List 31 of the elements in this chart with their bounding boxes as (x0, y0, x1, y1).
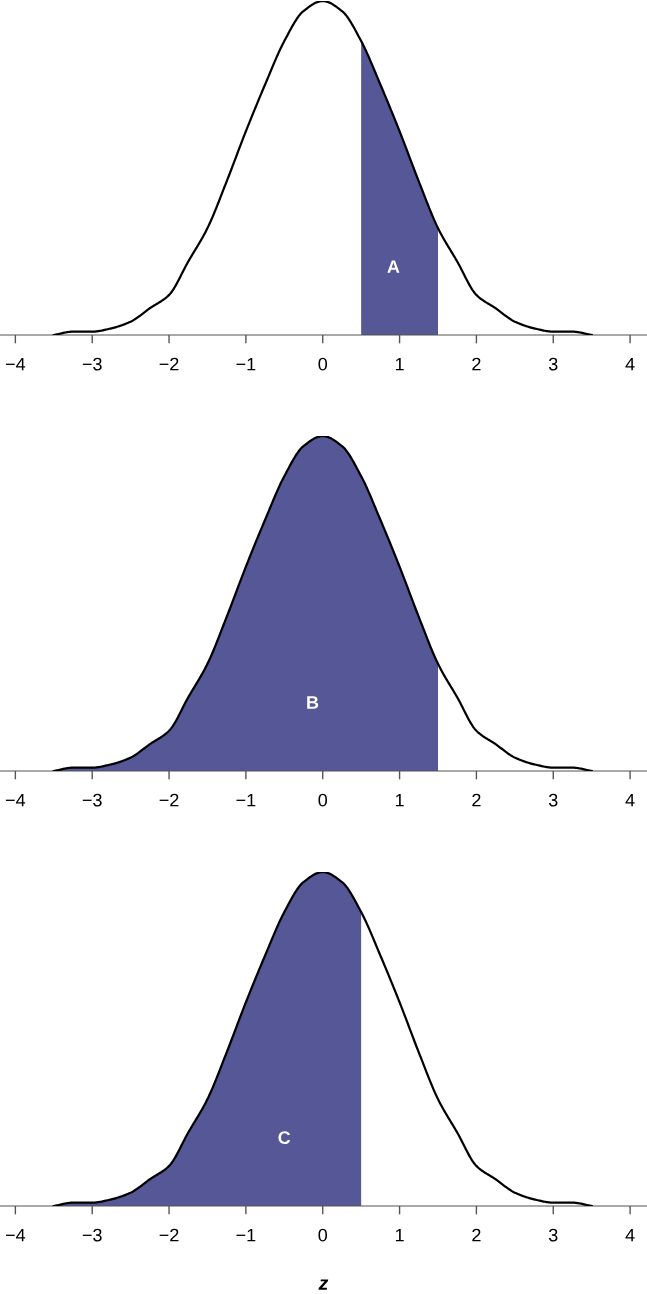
x-tick-label: 1 (395, 357, 404, 371)
x-tick-label: −2 (159, 357, 179, 371)
x-tick-label: 4 (625, 793, 635, 807)
x-tick-label: −3 (82, 1228, 102, 1242)
x-tick-label: −2 (159, 793, 179, 807)
x-axis-title: z (318, 1279, 329, 1290)
x-tick-label: −1 (236, 357, 256, 371)
x-tick-label: 3 (548, 793, 558, 807)
x-tick-label: 1 (395, 1228, 404, 1242)
x-tick-label: −1 (236, 1228, 256, 1242)
x-tick-label: 1 (395, 793, 404, 807)
x-tick-label: 3 (548, 1228, 558, 1242)
x-tick-label: 4 (625, 1228, 635, 1242)
x-tick-label: 0 (318, 357, 328, 371)
x-tick-label: −4 (5, 793, 26, 807)
x-tick-label: 3 (548, 357, 558, 371)
x-tick-label: 0 (318, 1228, 328, 1242)
annotation: A (387, 260, 400, 273)
x-tick-label: 0 (318, 793, 328, 807)
x-tick-label: −3 (82, 793, 102, 807)
x-tick-label: −1 (236, 793, 256, 807)
x-tick-label: −2 (159, 1228, 179, 1242)
x-tick-label: −4 (5, 1228, 26, 1242)
x-tick-label: −3 (82, 357, 102, 371)
x-tick-label: 4 (625, 357, 635, 371)
x-tick-label: −4 (5, 357, 26, 371)
annotation: B (307, 696, 319, 709)
x-tick-label: 2 (472, 1228, 481, 1242)
x-tick-label: 2 (472, 357, 481, 371)
annotation: C (278, 1131, 291, 1145)
x-tick-label: 2 (472, 793, 481, 807)
